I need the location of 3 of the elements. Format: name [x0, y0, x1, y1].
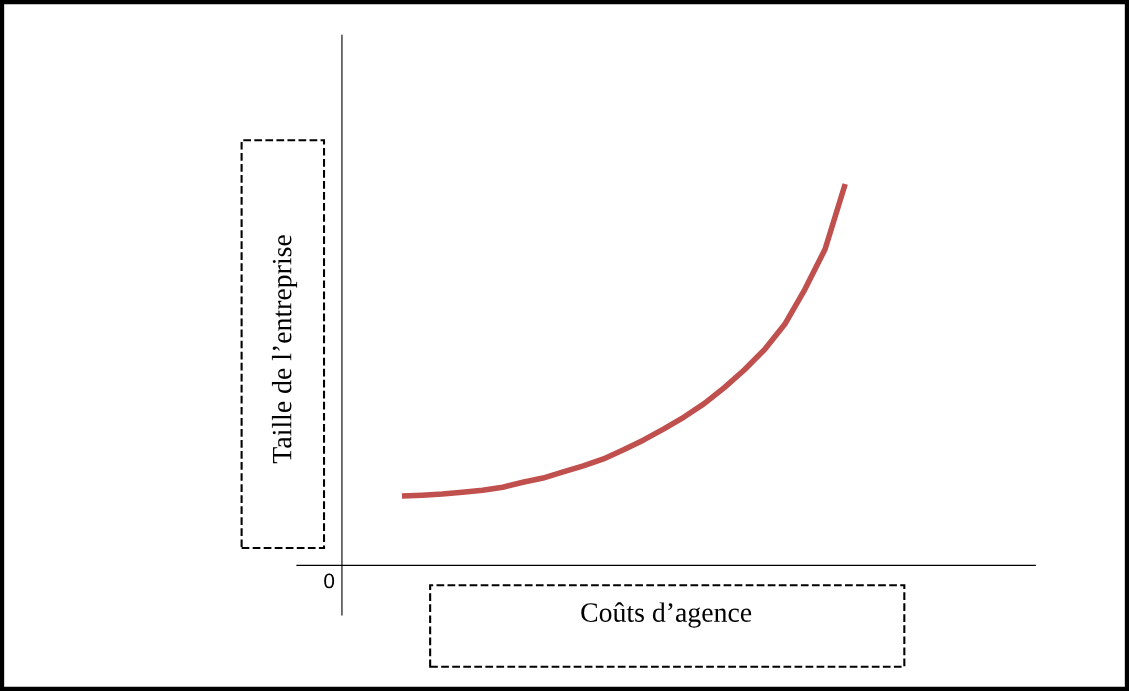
text: 0: [324, 573, 335, 589]
x-axis-title: Coûts d’agence: [581, 602, 752, 628]
y-axis-title: Taille de l’entreprise: [271, 235, 298, 464]
